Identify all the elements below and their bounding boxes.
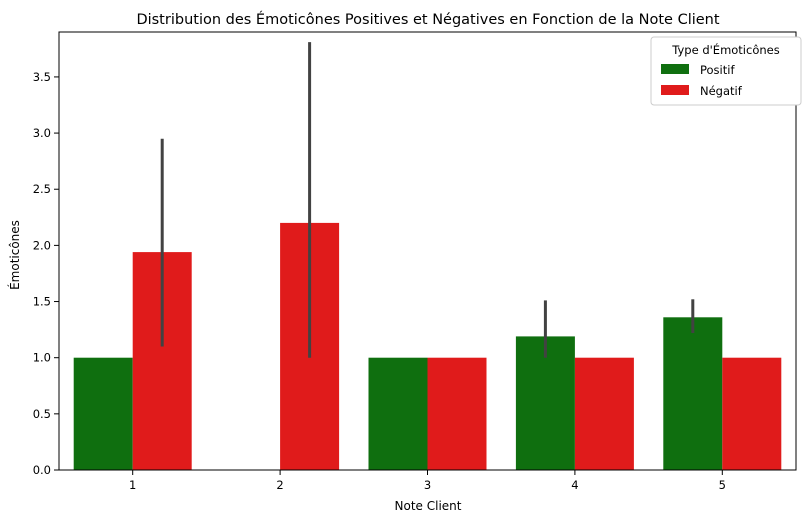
bar-ngatif-4 — [574, 357, 634, 470]
y-axis: 0.0 0.5 1.0 1.5 2.0 2.5 3.0 3.5 — [33, 70, 59, 477]
bar-ngatif-5 — [722, 357, 782, 470]
y-tick-label: 1.0 — [33, 351, 51, 365]
bar-positif-5 — [663, 317, 723, 470]
y-tick-label: 2.0 — [33, 238, 51, 252]
legend-swatch-positif — [661, 64, 689, 74]
x-tick-label: 3 — [424, 478, 431, 492]
x-axis: 1 2 3 4 5 — [129, 470, 726, 492]
legend-label-positif: Positif — [700, 63, 735, 77]
bar-positif-1 — [73, 357, 133, 470]
x-tick-label: 5 — [719, 478, 726, 492]
bar-positif-4 — [515, 336, 575, 470]
legend-label-negatif: Négatif — [700, 84, 743, 98]
bar-ngatif-3 — [427, 357, 487, 470]
y-tick-label: 1.5 — [33, 295, 51, 309]
y-tick-label: 2.5 — [33, 182, 51, 196]
x-axis-label: Note Client — [395, 499, 462, 513]
y-tick-label: 3.5 — [33, 70, 51, 84]
legend-swatch-negatif — [661, 85, 689, 95]
legend-title: Type d'Émoticônes — [671, 42, 779, 57]
bar-positif-3 — [368, 357, 428, 470]
x-tick-label: 1 — [129, 478, 136, 492]
y-tick-label: 0.5 — [33, 407, 51, 421]
chart-title: Distribution des Émoticônes Positives et… — [136, 11, 719, 28]
legend: Type d'Émoticônes Positif Négatif — [650, 36, 802, 106]
plot-area — [58, 31, 797, 471]
x-tick-label: 2 — [276, 478, 283, 492]
y-tick-label: 3.0 — [33, 126, 51, 140]
y-axis-label: Émoticônes — [7, 220, 22, 290]
y-tick-label: 0.0 — [33, 463, 51, 477]
x-tick-label: 4 — [571, 478, 578, 492]
